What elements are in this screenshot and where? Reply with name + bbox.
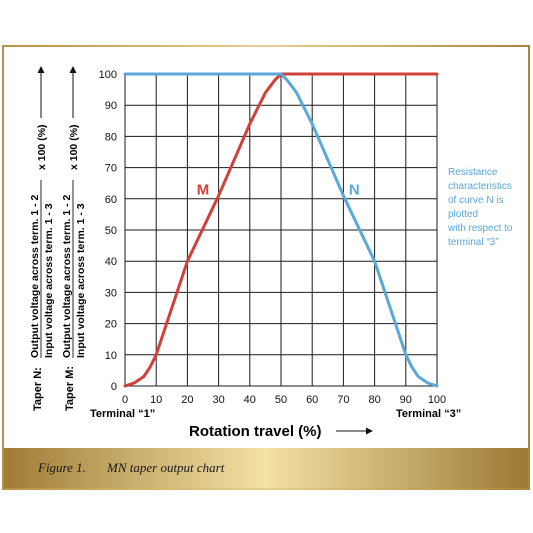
frame-border <box>2 45 530 490</box>
y-tick-label: 40 <box>105 256 117 268</box>
annotation-line: Resistance <box>448 167 498 178</box>
series-label-m: M <box>197 181 210 198</box>
annotation-line: characteristics <box>448 181 512 192</box>
ylabel-taper-n-prefix: Taper N: <box>32 367 44 411</box>
y-tick-label: 10 <box>105 350 117 362</box>
x-tick-label: 100 <box>428 394 446 406</box>
y-tick-label: 90 <box>105 100 117 112</box>
curve-n-annotation: Resistance characteristics of curve N is pl… <box>447 167 513 248</box>
x-tick-label: 60 <box>306 394 318 406</box>
x-tick-label: 0 <box>122 394 128 406</box>
x-tick-label: 90 <box>400 394 412 406</box>
y-tick-label: 30 <box>105 287 117 299</box>
ylabel-taper-n-arrowhead <box>37 66 45 73</box>
x-tick-label: 50 <box>275 394 287 406</box>
caption-text: MN taper output chart <box>106 460 225 475</box>
ylabel-taper-n-denominator: Input voltage across term. 1 - 3 <box>43 203 55 358</box>
x-tick-label: 10 <box>150 394 162 406</box>
ylabel-taper-n-suffix: x 100 (%) <box>36 124 48 170</box>
ylabel-taper-m-denominator: Input voltage across term. 1 - 3 <box>75 203 87 358</box>
series-label-n: N <box>349 181 360 198</box>
series-line-m <box>123 72 439 388</box>
ylabel-taper-m-arrowhead <box>69 66 77 73</box>
ylabel-taper-m-suffix: x 100 (%) <box>68 124 80 170</box>
x-tick-label: 30 <box>212 394 224 406</box>
series-line-n <box>123 72 439 388</box>
x-tick-label: 40 <box>244 394 256 406</box>
annotation-line: of curve N is <box>448 195 504 206</box>
y-tick-label: 100 <box>99 69 117 81</box>
ylabel-taper-m-numerator: Output voltage across term. 1 - 2 <box>61 194 73 358</box>
annotation-line: plotted <box>448 209 478 220</box>
annotation-line: with respect to <box>447 223 513 234</box>
x-tick-label: 70 <box>337 394 349 406</box>
y-tick-label: 50 <box>105 225 117 237</box>
y-tick-label: 20 <box>105 319 117 331</box>
x-end-label: Terminal “3” <box>396 408 461 420</box>
x-axis-title-arrowhead <box>366 427 373 435</box>
caption-band <box>4 448 528 488</box>
x-tick-label: 80 <box>368 394 380 406</box>
y-tick-label: 80 <box>105 131 117 143</box>
y-tick-label: 60 <box>105 194 117 206</box>
x-start-label: Terminal “1” <box>90 408 155 420</box>
ylabel-taper-m-prefix: Taper M: <box>64 366 76 411</box>
annotation-line: terminal “3” <box>448 237 499 248</box>
caption-figure-label: Figure 1. <box>37 460 86 475</box>
ylabel-taper-m: Taper M: Output voltage across term. 1 -… <box>61 66 87 411</box>
ylabel-taper-n: Taper N: Output voltage across term. 1 -… <box>29 66 55 411</box>
y-tick-label: 0 <box>111 381 117 393</box>
x-tick-label: 20 <box>181 394 193 406</box>
y-tick-label: 70 <box>105 163 117 175</box>
plot-area: 0 10 20 30 40 50 60 70 80 90 100 0 10 20 30 40 50 60 70 80 9… <box>99 69 447 406</box>
ylabel-taper-n-numerator: Output voltage across term. 1 - 2 <box>29 194 41 358</box>
x-axis-title: Rotation travel (%) <box>189 423 322 440</box>
